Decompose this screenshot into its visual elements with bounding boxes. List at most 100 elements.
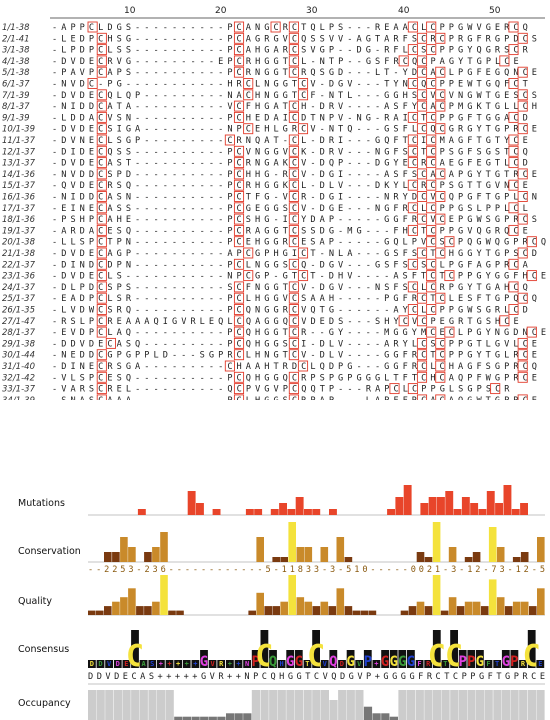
sequence-residues: -VLSPCESQ----------PCQHGGQCRPSPGPGGGLTFT… [52, 373, 537, 383]
sequence-residues: -DINDCDPN----------PCLNGGSCQ-DGV---GSFSC… [52, 260, 529, 270]
cysteine-highlight [416, 89, 428, 101]
cysteine-highlight [435, 168, 446, 180]
cysteine-highlight [407, 157, 418, 169]
sequence-label: 23/1-36 [2, 272, 36, 282]
sequence-label: 12/1-37 [2, 147, 36, 157]
cysteine-highlight [96, 100, 107, 112]
cysteine-highlight [508, 258, 519, 270]
logo-stack [96, 660, 105, 668]
sequence-residues: -DINECRSGA---------CHAAHTRDCLQDPG---GGFR… [52, 362, 537, 372]
logo-stack [424, 660, 433, 668]
logo-letter: G [502, 654, 510, 670]
sequence-row: 11/1-37 -DVNECLSGP---------CRNQAT-CL-DRI-… [2, 134, 528, 146]
cysteine-highlight [233, 21, 245, 33]
mutations-bar [445, 491, 454, 515]
logo-stack [113, 660, 122, 668]
cysteine-highlight [426, 179, 437, 191]
occupancy-bar [510, 690, 519, 720]
conservation-bar [424, 557, 433, 562]
cysteine-highlight [416, 247, 428, 259]
cysteine-highlight [233, 213, 245, 225]
occupancy-bar [346, 690, 355, 720]
logo-letter: V [210, 660, 215, 668]
cysteine-highlight [508, 202, 519, 214]
sequence-residues: -LVDWCSRQ----------PCQNGGRCVQTG------AYC… [52, 306, 528, 316]
logo-stack [398, 650, 407, 668]
cysteine-highlight [416, 191, 428, 202]
cysteine-highlight [407, 281, 418, 293]
cysteine-highlight [297, 270, 309, 282]
cysteine-highlight [508, 224, 519, 236]
cysteine-highlight [105, 337, 116, 349]
cysteine-highlight [288, 258, 299, 270]
quality-bar [352, 610, 361, 615]
cysteine-highlight [444, 236, 455, 248]
occupancy-bar [398, 690, 407, 720]
occupancy-bar [424, 690, 433, 720]
occupancy-bar [182, 716, 191, 720]
cysteine-highlight [233, 326, 245, 338]
sequence-residues: -DVDECRVG---------EPCRHGGTCL-NTP--GSFRCQ… [52, 57, 519, 67]
logo-stack [294, 650, 303, 668]
logo-letter: G [286, 654, 294, 670]
logo-stack [217, 660, 226, 668]
cysteine-highlight [288, 383, 299, 395]
logo-letter: D [340, 660, 344, 668]
conservation-bar [104, 552, 112, 562]
cysteine-highlight [96, 157, 107, 169]
cysteine-highlight [426, 270, 437, 282]
cysteine-highlight [426, 326, 437, 338]
cysteine-highlight [270, 21, 281, 33]
sequence-label: 1/1-38 [2, 23, 30, 33]
sequence-row: 27/1-47 -RSLPCREAAAQIGVRLEQLCQAGGQCVDEDS-… [2, 315, 519, 327]
logo-letter: G [295, 654, 303, 670]
cysteine-highlight [297, 89, 309, 101]
quality-bar [328, 606, 337, 615]
cysteine-highlight [416, 360, 428, 372]
cysteine-highlight [297, 123, 309, 135]
cysteine-highlight [508, 281, 519, 293]
cysteine-highlight [233, 281, 245, 293]
logo-stack [277, 660, 286, 668]
occupancy-bar [131, 690, 140, 720]
logo-stack [527, 630, 536, 668]
track-label-conservation: Conservation [18, 546, 81, 557]
ruler-mark-20: 20 [215, 6, 227, 16]
logo-stack [432, 630, 441, 668]
consensus-sequence: DDVDECAS+++++GVR++NPCQHGGTCVQDGVP+GGGGFR… [88, 672, 545, 682]
sequence-label: 25/1-37 [2, 294, 36, 304]
occupancy-bar [269, 690, 278, 720]
logo-letter: Q [329, 654, 337, 670]
logo-letter: R [426, 660, 431, 668]
quality-bar [288, 575, 296, 615]
conservation-bar [537, 537, 545, 562]
column-ruler: 10 20 30 40 50 [50, 6, 545, 19]
cysteine-highlight [435, 123, 446, 135]
ruler-mark-50: 50 [489, 6, 501, 16]
occupancy-bar [294, 690, 304, 720]
cysteine-highlight [96, 349, 107, 361]
cysteine-highlight [526, 270, 537, 282]
logo-stack [148, 660, 157, 668]
annotation-tracks: Mutations Conservation Quality Consensus… [18, 485, 545, 720]
cysteine-highlight [288, 202, 299, 214]
conservation-bar [128, 547, 136, 562]
sequence-row: 6/1-37 -NVDC-PG-----------HRCLNGGTCV-DGV-… [2, 78, 528, 90]
sequence-residues: -NIDDCASN----------PCTFG-VCR-DGI----NRYD… [52, 193, 537, 203]
sequence-row: 30/1-44 -NEDDCGPGPPLD---SGPRCLHNGTCV-DLV-… [2, 349, 537, 361]
occupancy-bar [226, 713, 235, 720]
cysteine-highlight [435, 213, 446, 225]
conservation-bar [464, 557, 473, 562]
sequence-residues: -NEDDCGPGPPLD---SGPRCLHNGTCV-DLV----GGFR… [52, 351, 537, 361]
sequence-row: 8/1-37 -NIDDCATA----------VCFHGATCH-DRV--… [2, 100, 537, 112]
logo-stack [174, 660, 182, 668]
logo-stack [458, 650, 467, 668]
cysteine-highlight [233, 157, 245, 169]
sequence-label: 4/1-38 [2, 57, 30, 67]
logo-letter: G [346, 654, 354, 670]
cysteine-highlight [416, 337, 428, 349]
occupancy-bar [407, 690, 416, 720]
occupancy-bar [113, 690, 123, 720]
sequence-row: 20/1-38 -LLSPCTPN----------PCEHGGRCESAP--… [2, 236, 546, 248]
cysteine-highlight [435, 349, 446, 361]
